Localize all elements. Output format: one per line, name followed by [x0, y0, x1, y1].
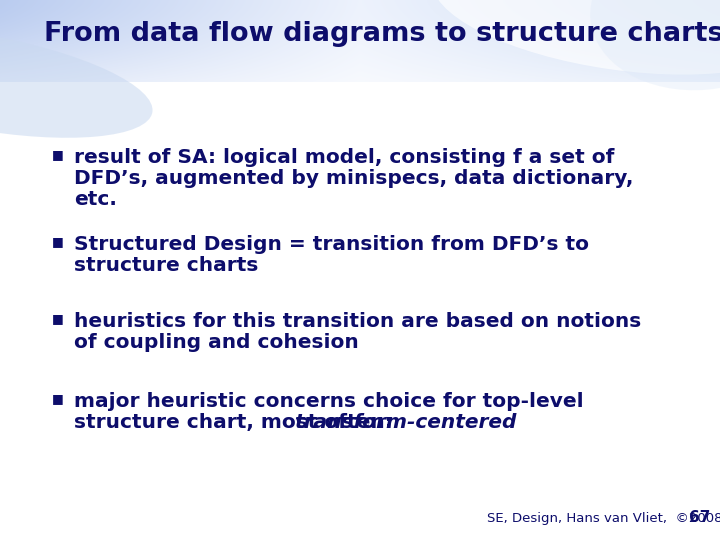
Text: Structured Design = transition from DFD’s to: Structured Design = transition from DFD’… [74, 235, 589, 254]
Text: result of SA: logical model, consisting f a set of: result of SA: logical model, consisting … [74, 148, 614, 167]
Text: of coupling and cohesion: of coupling and cohesion [74, 333, 359, 352]
Text: heuristics for this transition are based on notions: heuristics for this transition are based… [74, 312, 642, 331]
Text: DFD’s, augmented by minispecs, data dictionary,: DFD’s, augmented by minispecs, data dict… [74, 169, 634, 188]
Ellipse shape [0, 26, 153, 138]
Text: etc.: etc. [74, 190, 117, 209]
Text: ■: ■ [52, 235, 64, 248]
Text: ■: ■ [52, 392, 64, 405]
Text: ■: ■ [52, 148, 64, 161]
Text: structure chart, most often:: structure chart, most often: [74, 413, 392, 432]
Ellipse shape [431, 0, 720, 75]
Text: ■: ■ [52, 312, 64, 325]
Text: From data flow diagrams to structure charts: From data flow diagrams to structure cha… [44, 21, 720, 47]
Text: transform-centered: transform-centered [294, 413, 516, 432]
Ellipse shape [590, 0, 720, 90]
Text: major heuristic concerns choice for top-level: major heuristic concerns choice for top-… [74, 392, 584, 411]
Text: SE, Design, Hans van Vliet,  ©2008: SE, Design, Hans van Vliet, ©2008 [487, 512, 720, 525]
Text: structure charts: structure charts [74, 256, 258, 275]
Text: 67: 67 [689, 510, 711, 525]
Bar [0, 82, 720, 540]
